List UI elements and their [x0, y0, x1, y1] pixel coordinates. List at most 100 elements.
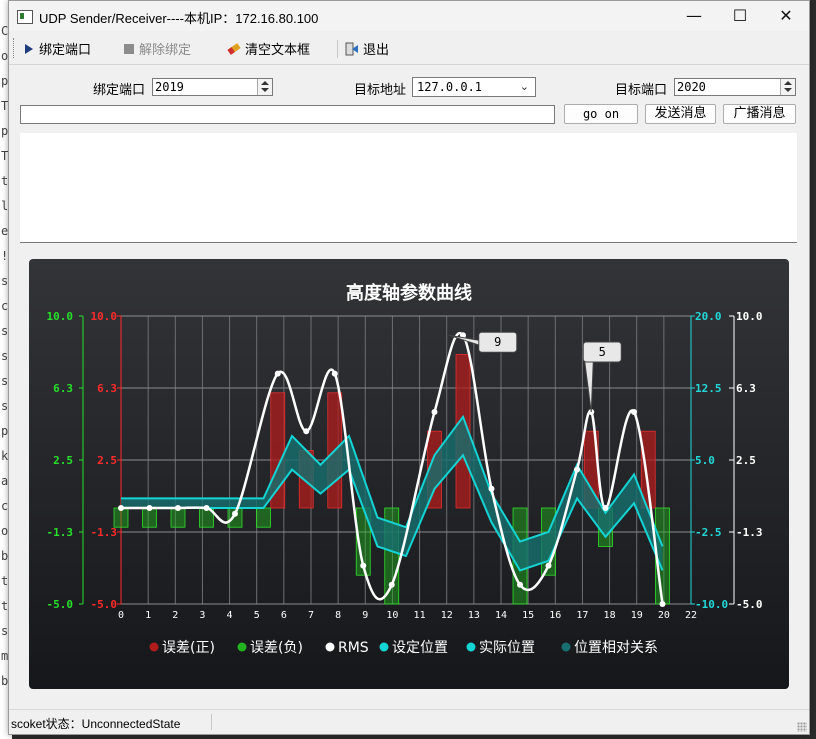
x-tick-label: 5 — [254, 610, 260, 621]
legend-label: 位置相对关系 — [574, 640, 658, 656]
bind-port-spinbox[interactable]: 2019 — [152, 78, 273, 96]
go-on-button[interactable]: go on — [564, 104, 638, 124]
rms-point — [488, 485, 495, 492]
title-bar[interactable]: UDP Sender/Receiver----本机IP：172.16.80.10… — [9, 1, 809, 31]
x-tick-label: 16 — [549, 610, 561, 621]
rms-point — [517, 581, 523, 588]
window-title: UDP Sender/Receiver----本机IP：172.16.80.10… — [39, 11, 319, 26]
y-tick-label-left-green: 2.5 — [53, 454, 73, 467]
bind-port-value: 2019 — [155, 80, 184, 94]
background-code-char: c — [1, 299, 9, 313]
annotation-box — [478, 331, 518, 353]
toolbar: 绑定端口 解除绑定 清空文本框 退出 — [9, 32, 809, 65]
y-tick-label-left-red: 2.5 — [97, 454, 117, 467]
y-tick-label-left-green: -1.3 — [47, 526, 74, 539]
background-code-char: a — [1, 474, 9, 488]
chart-title: 高度轴参数曲线 — [346, 282, 472, 304]
stop-icon — [124, 43, 134, 54]
y-tick-label-left-green: 10.0 — [47, 310, 74, 323]
background-code-char: s — [1, 324, 9, 338]
y-tick-label-left-red: 10.0 — [91, 310, 118, 323]
received-text-area[interactable] — [20, 133, 797, 243]
y-tick-label-left-green: 6.3 — [53, 382, 73, 395]
y-tick-label-right-white: -5.0 — [736, 598, 763, 611]
legend-marker — [149, 642, 159, 652]
y-tick-label-left-red: -1.3 — [91, 526, 118, 539]
status-bar: scoket状态：UnconnectedState — [9, 709, 809, 734]
legend-label: RMS — [338, 640, 369, 656]
x-tick-label: 0 — [118, 610, 124, 621]
spin-down-icon[interactable] — [261, 88, 269, 92]
background-code-char: t — [1, 599, 9, 613]
x-tick-label: 15 — [522, 610, 534, 621]
target-port-spinbox[interactable]: 2020 — [674, 78, 796, 96]
y-tick-label-left-red: -5.0 — [91, 598, 118, 611]
send-message-button[interactable]: 发送消息 — [645, 104, 716, 124]
target-port-value: 2020 — [677, 80, 706, 94]
maximize-button[interactable]: ☐ — [732, 6, 748, 25]
legend-label: 设定位置 — [392, 640, 448, 656]
rms-point — [545, 562, 552, 569]
background-code-char: e — [1, 224, 9, 238]
annotation-box — [582, 341, 622, 363]
unbind-action[interactable]: 解除绑定 — [123, 39, 191, 58]
y-tick-label-right-white: 2.5 — [736, 454, 756, 467]
eraser-icon — [227, 42, 241, 55]
exit-action[interactable]: 退出 — [345, 39, 389, 58]
x-tick-label: 7 — [308, 610, 314, 621]
target-address-combobox[interactable]: 127.0.0.1 ⌄ — [412, 77, 536, 97]
broadcast-message-button[interactable]: 广播消息 — [723, 104, 796, 124]
target-port-label: 目标端口 — [615, 83, 668, 98]
y-tick-label-right-white: 6.3 — [736, 382, 756, 395]
legend-marker — [466, 642, 476, 652]
spin-down-icon[interactable] — [784, 88, 792, 92]
y-tick-label-right-cyan: 20.0 — [695, 310, 722, 323]
clear-text-action[interactable]: 清空文本框 — [227, 39, 310, 58]
position-relation-band — [121, 416, 663, 571]
x-tick-label: 20 — [658, 610, 670, 621]
message-input[interactable] — [20, 105, 555, 124]
x-tick-label: 19 — [631, 610, 643, 621]
close-button[interactable]: ✕ — [779, 6, 793, 25]
toolbar-grip[interactable] — [13, 38, 16, 58]
annotation-callout: 5 — [582, 341, 622, 413]
legend-marker — [379, 642, 389, 652]
rms-point — [602, 505, 609, 511]
rms-point — [203, 505, 210, 511]
resize-grip-icon[interactable] — [797, 722, 807, 732]
x-tick-label: 8 — [335, 610, 341, 621]
background-code-char: ! — [1, 249, 9, 263]
actual-position-line — [121, 453, 664, 572]
y-tick-label-right-cyan: -10.0 — [695, 598, 728, 611]
background-code-char: s — [1, 349, 9, 363]
rms-point — [574, 466, 580, 473]
y-tick-label-right-white: 10.0 — [736, 310, 763, 323]
bind-port-action[interactable]: 绑定端口 — [23, 39, 91, 58]
background-code-char: T — [1, 99, 9, 113]
toolbar-separator — [337, 40, 338, 58]
legend-marker — [237, 642, 247, 652]
legend-label: 误差(负) — [250, 640, 303, 656]
bind-port-action-label: 绑定端口 — [39, 43, 92, 58]
x-tick-label: 18 — [604, 610, 616, 621]
bind-port-label: 绑定端口 — [93, 83, 146, 98]
spin-up-icon[interactable] — [784, 81, 792, 85]
rms-point — [232, 510, 238, 517]
clear-text-action-label: 清空文本框 — [245, 43, 311, 58]
chart-panel: 高度轴参数曲线 0 1 2 3 4 5 6 7 8 9 10 11 12 13 14 15 16 17 18 19 20 2… — [29, 259, 789, 689]
annotation-label: 5 — [599, 345, 606, 359]
status-separator — [211, 714, 212, 730]
x-tick-label: 22 — [685, 610, 697, 621]
x-tick-label: 6 — [281, 610, 287, 621]
background-code-char: c — [1, 499, 9, 513]
background-code-char: o — [1, 524, 9, 538]
x-tick-label: 10 — [386, 610, 398, 621]
error-negative-bar — [256, 507, 271, 528]
y-tick-label-right-cyan: 12.5 — [695, 382, 722, 395]
minimize-button[interactable]: — — [686, 6, 702, 25]
spin-up-icon[interactable] — [261, 81, 269, 85]
x-tick-label: 14 — [495, 610, 507, 621]
target-address-value: 127.0.0.1 — [417, 80, 483, 94]
background-code-char: l — [1, 199, 9, 213]
